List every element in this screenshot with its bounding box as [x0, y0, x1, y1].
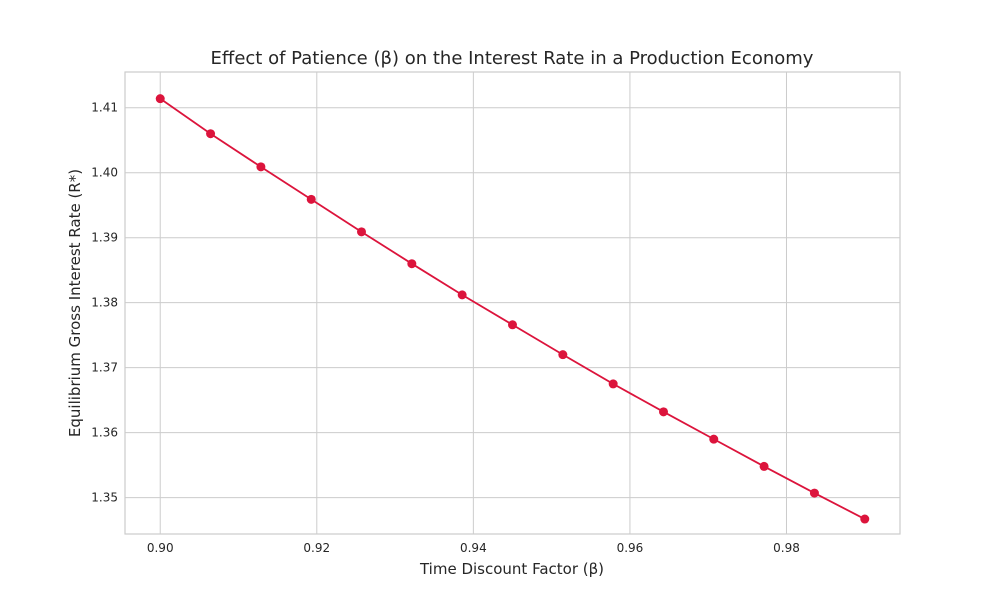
- grid: [125, 72, 900, 534]
- data-point: [155, 94, 165, 104]
- data-point: [558, 350, 568, 360]
- y-tick-label: 1.40: [91, 166, 118, 180]
- data-point: [508, 320, 517, 330]
- chart-title: Effect of Patience (β) on the Interest R…: [211, 48, 814, 69]
- data-point: [608, 379, 618, 389]
- x-tick-labels: 0.90 0.92 0.94 0.96 0.98: [147, 541, 800, 555]
- y-tick-labels: 1.35 1.36 1.37 1.38 1.39 1.40 1.41: [91, 101, 118, 505]
- y-tick-label: 1.41: [91, 101, 118, 115]
- x-tick-label: 0.92: [303, 541, 330, 555]
- x-axis-label: Time Discount Factor (β): [419, 560, 604, 578]
- data-point: [206, 129, 216, 139]
- data-point: [659, 407, 669, 417]
- y-tick-label: 1.36: [91, 426, 118, 440]
- series-line: [159, 97, 866, 520]
- data-point: [407, 259, 417, 269]
- data-point: [457, 290, 467, 300]
- y-tick-label: 1.39: [91, 231, 118, 245]
- x-tick-label: 0.90: [147, 541, 174, 555]
- data-point: [356, 227, 366, 237]
- data-point: [759, 461, 769, 471]
- y-tick-label: 1.38: [91, 296, 118, 310]
- data-point: [306, 194, 316, 204]
- y-tick-label: 1.35: [91, 491, 118, 505]
- data-point: [709, 434, 719, 444]
- data-point: [809, 488, 819, 498]
- data-point: [256, 162, 266, 172]
- data-point: [860, 514, 870, 524]
- plot-frame: [124, 71, 901, 535]
- x-tick-label: 0.96: [617, 541, 644, 555]
- y-tick-label: 1.37: [91, 361, 118, 375]
- x-tick-label: 0.94: [460, 541, 487, 555]
- x-tick-label: 0.98: [773, 541, 800, 555]
- y-axis-label: Equilibrium Gross Interest Rate (R*): [66, 169, 84, 437]
- series-layer: [155, 94, 870, 524]
